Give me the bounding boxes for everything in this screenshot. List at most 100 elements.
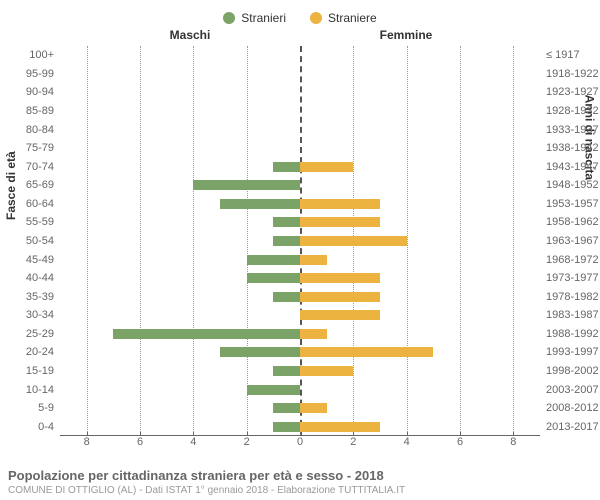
pyramid-row: 100+≤ 1917	[60, 48, 540, 62]
female-swatch	[310, 12, 322, 24]
birth-year-label: 2013-2017	[546, 420, 600, 434]
xtick-label: 2	[350, 436, 356, 448]
birth-year-label: 1943-1947	[546, 160, 600, 174]
bar-female	[300, 403, 327, 413]
age-label: 5-9	[6, 401, 54, 415]
pyramid-row: 15-191998-2002	[60, 364, 540, 378]
pyramid-row: 70-741943-1947	[60, 160, 540, 174]
chart-title: Popolazione per cittadinanza straniera p…	[8, 468, 592, 483]
birth-year-label: 1978-1982	[546, 290, 600, 304]
birth-year-label: 1998-2002	[546, 364, 600, 378]
pyramid-row: 30-341983-1987	[60, 308, 540, 322]
bar-female	[300, 255, 327, 265]
birth-year-label: 1953-1957	[546, 197, 600, 211]
bar-male	[193, 180, 300, 190]
age-label: 70-74	[6, 160, 54, 174]
pyramid-row: 85-891928-1932	[60, 104, 540, 118]
plot-area: 100+≤ 1917 95-991918-1922 90-941923-1927 85…	[60, 46, 540, 436]
bar-male	[273, 403, 300, 413]
birth-year-label: 1968-1972	[546, 253, 600, 267]
legend-female-label: Straniere	[328, 11, 377, 25]
bar-male	[113, 329, 300, 339]
bar-female	[300, 273, 380, 283]
bar-female	[300, 236, 407, 246]
pyramid-row: 45-491968-1972	[60, 253, 540, 267]
bar-male	[247, 385, 300, 395]
bar-female	[300, 292, 380, 302]
age-label: 75-79	[6, 141, 54, 155]
birth-year-label: 1928-1932	[546, 104, 600, 118]
xtick-label: 4	[190, 436, 196, 448]
legend-male-label: Stranieri	[241, 11, 286, 25]
birth-year-label: 1993-1997	[546, 345, 600, 359]
birth-year-label: 1948-1952	[546, 178, 600, 192]
birth-year-label: 1923-1927	[546, 85, 600, 99]
male-swatch	[223, 12, 235, 24]
bar-female	[300, 310, 380, 320]
xtick-label: 6	[137, 436, 143, 448]
bar-female	[300, 162, 353, 172]
population-pyramid-chart: Stranieri Straniere Maschi Femmine Fasce…	[0, 0, 600, 500]
pyramid-row: 95-991918-1922	[60, 67, 540, 81]
xtick-label: 8	[510, 436, 516, 448]
chart-footer: Popolazione per cittadinanza straniera p…	[8, 468, 592, 496]
age-label: 60-64	[6, 197, 54, 211]
age-label: 0-4	[6, 420, 54, 434]
pyramid-row: 10-142003-2007	[60, 383, 540, 397]
birth-year-label: 1918-1922	[546, 67, 600, 81]
bar-male	[247, 273, 300, 283]
age-label: 35-39	[6, 290, 54, 304]
pyramid-row: 50-541963-1967	[60, 234, 540, 248]
pyramid-row: 20-241993-1997	[60, 345, 540, 359]
pyramid-row: 75-791938-1942	[60, 141, 540, 155]
bar-male	[220, 347, 300, 357]
bar-male	[273, 236, 300, 246]
xtick-label: 6	[457, 436, 463, 448]
birth-year-label: 1973-1977	[546, 271, 600, 285]
birth-year-label: 1988-1992	[546, 327, 600, 341]
birth-year-label: 1963-1967	[546, 234, 600, 248]
age-label: 25-29	[6, 327, 54, 341]
pyramid-row: 35-391978-1982	[60, 290, 540, 304]
bar-female	[300, 422, 380, 432]
age-label: 55-59	[6, 215, 54, 229]
pyramid-row: 40-441973-1977	[60, 271, 540, 285]
birth-year-label: 2008-2012	[546, 401, 600, 415]
age-label: 65-69	[6, 178, 54, 192]
bar-male	[247, 255, 300, 265]
birth-year-label: 1983-1987	[546, 308, 600, 322]
pyramid-row: 5-92008-2012	[60, 401, 540, 415]
age-label: 90-94	[6, 85, 54, 99]
chart-subtitle: COMUNE DI OTTIGLIO (AL) - Dati ISTAT 1° …	[8, 485, 592, 496]
bar-male	[220, 199, 300, 209]
age-label: 80-84	[6, 123, 54, 137]
age-label: 40-44	[6, 271, 54, 285]
birth-year-label: 1933-1937	[546, 123, 600, 137]
pyramid-row: 65-691948-1952	[60, 178, 540, 192]
bar-male	[273, 217, 300, 227]
bar-female	[300, 347, 433, 357]
bar-male	[273, 422, 300, 432]
age-label: 20-24	[6, 345, 54, 359]
column-header-female: Femmine	[316, 28, 496, 42]
xtick-label: 0	[297, 436, 303, 448]
age-label: 100+	[6, 48, 54, 62]
column-header-male: Maschi	[100, 28, 280, 42]
bar-female	[300, 199, 380, 209]
birth-year-label: 2003-2007	[546, 383, 600, 397]
legend: Stranieri Straniere	[0, 0, 600, 30]
xtick-label: 2	[244, 436, 250, 448]
column-headers: Maschi Femmine	[0, 28, 600, 46]
birth-year-label: 1938-1942	[546, 141, 600, 155]
age-label: 15-19	[6, 364, 54, 378]
xtick-label: 8	[84, 436, 90, 448]
bar-male	[273, 292, 300, 302]
pyramid-row: 90-941923-1927	[60, 85, 540, 99]
age-label: 45-49	[6, 253, 54, 267]
age-label: 85-89	[6, 104, 54, 118]
pyramid-row: 25-291988-1992	[60, 327, 540, 341]
x-axis: 864202468	[60, 436, 540, 452]
bar-female	[300, 329, 327, 339]
birth-year-label: 1958-1962	[546, 215, 600, 229]
birth-year-label: ≤ 1917	[546, 48, 600, 62]
